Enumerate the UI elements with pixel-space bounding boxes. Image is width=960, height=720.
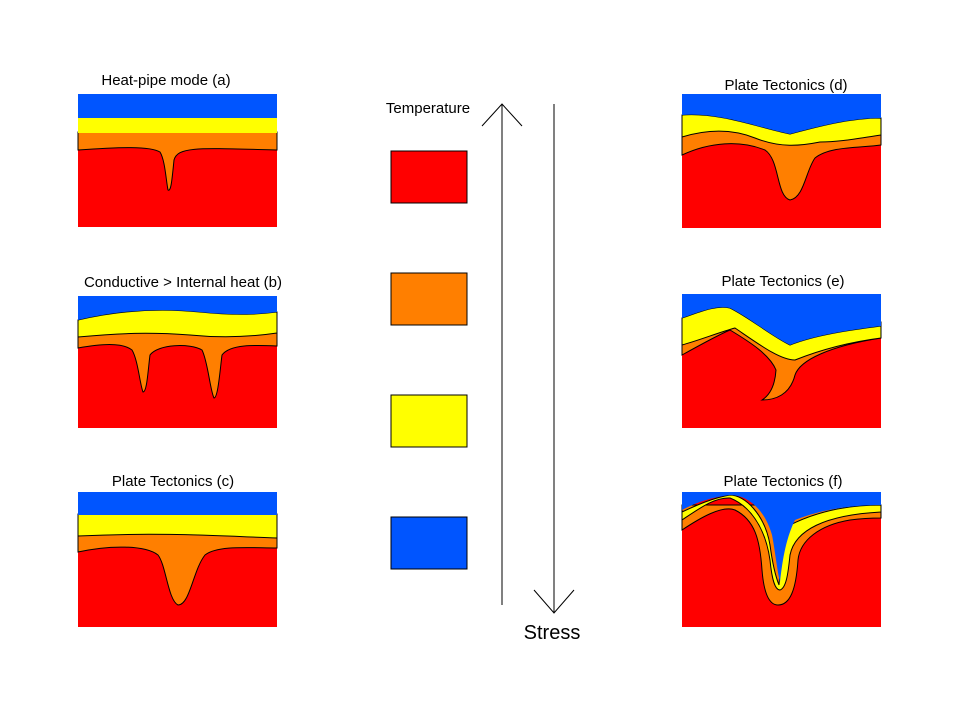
temperature-label: Temperature: [386, 100, 470, 117]
panel-c-yellow-layer: [77, 513, 278, 539]
panel-b: Conductive > Internal heat (b): [77, 274, 282, 428]
panel-d: Plate Tectonics (d): [681, 77, 882, 228]
panel-b-blue-layer: [78, 296, 277, 320]
stress-label: Stress: [524, 622, 581, 644]
legend-swatch-yellow: [390, 394, 468, 448]
panel-e-blue-layer: [682, 294, 881, 345]
panel-f: Plate Tectonics (f): [681, 473, 882, 627]
stress-arrow-head: [533, 589, 575, 614]
panel-f-title: Plate Tectonics (f): [724, 473, 843, 490]
panel-d-title: Plate Tectonics (d): [724, 77, 847, 94]
temperature-axis: Temperature: [386, 100, 523, 605]
panel-d-blue-layer: [682, 94, 881, 134]
panel-c: Plate Tectonics (c): [77, 473, 278, 627]
panel-e: Plate Tectonics (e): [681, 273, 882, 428]
panel-c-title: Plate Tectonics (c): [112, 473, 234, 490]
panel-c-blue-layer: [78, 492, 277, 515]
panel-b-yellow-layer: [77, 309, 278, 338]
stress-axis: Stress: [524, 104, 581, 644]
panel-a-blue-layer: [78, 94, 277, 118]
legend-swatch-blue: [390, 516, 468, 570]
legend-swatch-orange: [390, 272, 468, 326]
panel-b-title: Conductive > Internal heat (b): [84, 274, 282, 291]
panel-a-orange-layer: [77, 131, 278, 191]
panel-a-title: Heat-pipe mode (a): [101, 72, 230, 89]
panel-e-title: Plate Tectonics (e): [721, 273, 844, 290]
panel-c-orange-layer: [77, 529, 278, 606]
panel-f-blue-layer: [682, 492, 881, 582]
legend-swatch-red: [390, 150, 468, 204]
panel-a: Heat-pipe mode (a): [77, 72, 278, 227]
panel-a-yellow-layer: [78, 117, 277, 133]
panel-d-orange-layer: [681, 124, 882, 201]
panel-f-yellow-layer: [681, 494, 882, 591]
temperature-arrow-head: [481, 103, 523, 127]
legend: [390, 150, 468, 570]
panel-b-orange-layer: [77, 319, 278, 399]
panel-e-yellow-layer: [681, 306, 882, 361]
